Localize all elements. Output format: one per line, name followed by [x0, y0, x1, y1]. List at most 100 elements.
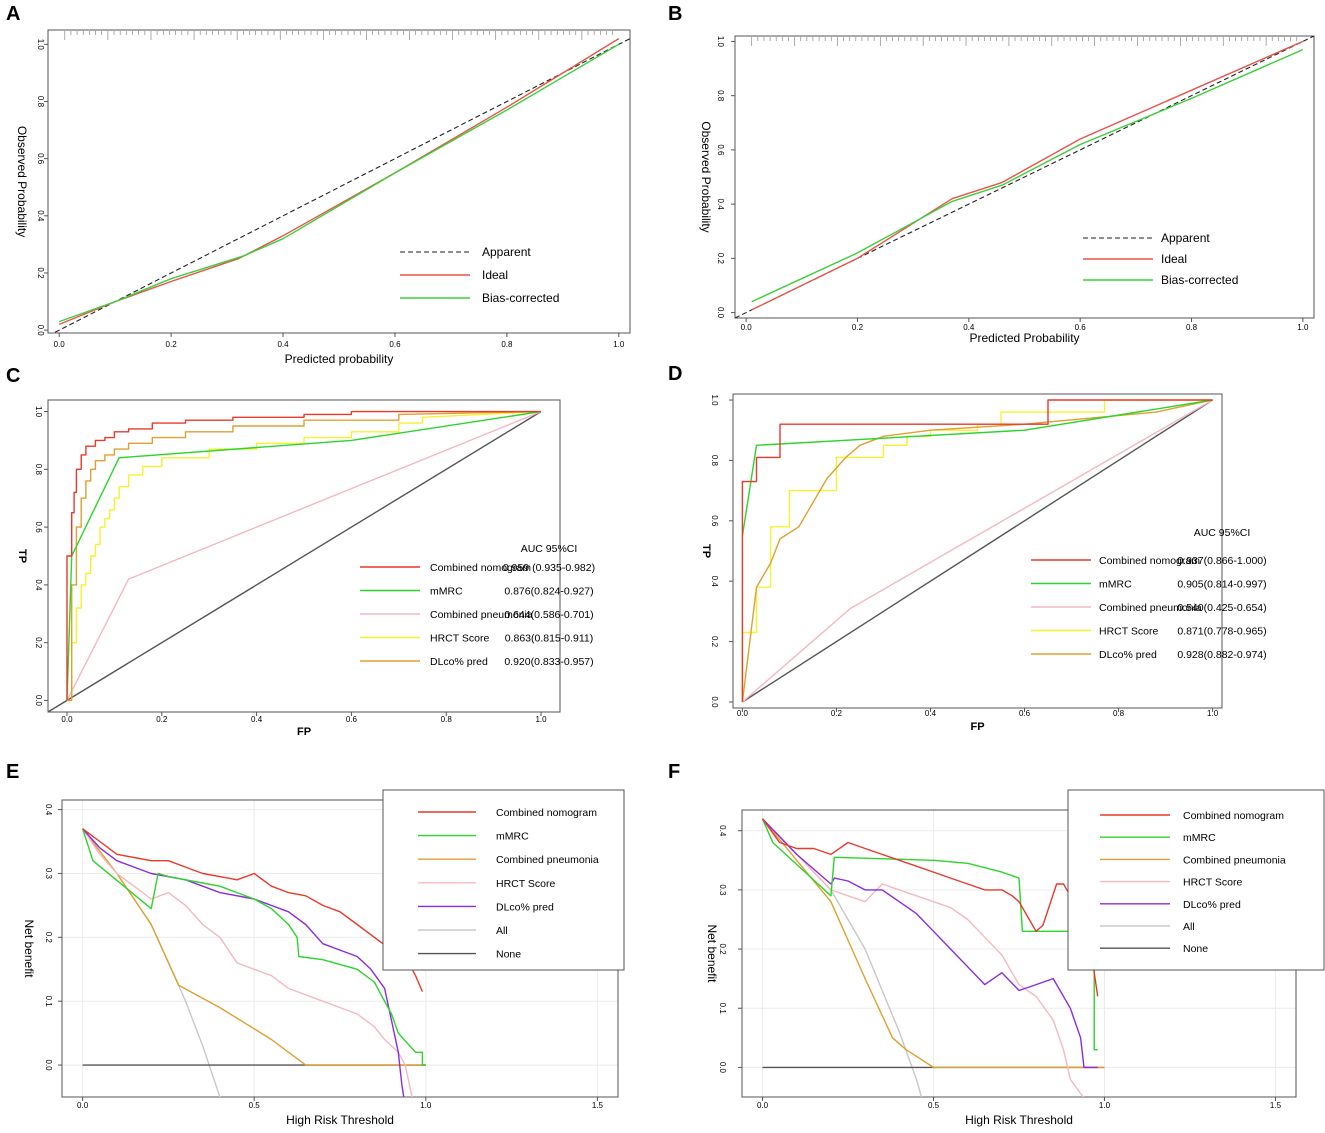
panel-e: E 0.0 0.5 1.0 1.5 0.0 0.1 0.2 0.3 0.4 High Risk Th… — [6, 761, 625, 1127]
y-tick-label: 0.4 — [716, 199, 725, 211]
x-tick-label: 0.6 — [346, 715, 358, 724]
series-group — [735, 36, 1314, 318]
panel-letter-a: A — [6, 3, 20, 25]
y-tick-label: 0.6 — [36, 153, 45, 165]
x-tick-label: 1.0 — [420, 1101, 432, 1110]
panel-c: C 0.0 0.2 0.4 0.6 0.8 1.0 0.0 0.2 0.4 0.6 0.8 1.0 FP T… — [6, 365, 595, 738]
x-tick-label: 0.8 — [1113, 709, 1125, 718]
y-axis-title: Observed Probability — [15, 126, 29, 237]
x-tick-label: 0.6 — [1075, 323, 1087, 332]
series-group — [761, 818, 1105, 1097]
y-tick-label: 0.1 — [718, 1003, 727, 1015]
series-bias-corrected — [58, 43, 620, 323]
legend-auc: 0.920(0.833-0.957) — [504, 656, 593, 668]
series-group — [48, 410, 542, 712]
series-reference — [742, 399, 1213, 703]
legend-label: HRCT Score — [1183, 877, 1242, 889]
legend-label: None — [1183, 943, 1208, 955]
legend-title: AUC 95%CI — [521, 543, 578, 555]
x-tick-label: 0.2 — [831, 709, 843, 718]
legend-label: Combined pneumonia — [430, 609, 533, 621]
y-tick-label: 0.2 — [44, 932, 53, 944]
x-tick-label: 1.0 — [535, 715, 547, 724]
legend: Apparent Ideal Bias-corrected — [1083, 231, 1238, 287]
panel-letter-b: B — [668, 3, 682, 25]
y-axis-title: Observed Probability — [699, 121, 713, 232]
series-dlco-pred — [67, 410, 542, 702]
series-dlco-pred — [761, 818, 1098, 1069]
plot-frame — [732, 393, 1223, 709]
y-axis-title: Net benefit — [705, 924, 719, 983]
legend-auc: 0.876(0.824-0.927) — [504, 586, 593, 598]
legend-label: Bias-corrected — [1161, 273, 1238, 287]
legend-label: mMRC — [1183, 832, 1216, 844]
y-tick-label: 0.2 — [716, 253, 725, 265]
legend-label: HRCT Score — [496, 878, 555, 890]
y-tick-label: 0.4 — [718, 825, 727, 837]
series-mmrc — [66, 410, 542, 701]
series-dlco-pred — [741, 399, 1213, 703]
legend-label: Combined pneumonia — [1183, 854, 1286, 866]
panel-letter-c: C — [6, 365, 20, 387]
series-all — [761, 818, 923, 1097]
series-reference — [48, 411, 542, 712]
x-axis-title: High Risk Threshold — [286, 1113, 394, 1127]
x-tick-label: 1.5 — [592, 1101, 604, 1110]
x-tick-label: 0.0 — [741, 323, 753, 332]
panel-d: D 0.0 0.2 0.4 0.6 0.8 1.0 0.0 0.2 0.4 0.6 0.8 1.0 FP T… — [668, 363, 1267, 733]
x-tick-label: 0.4 — [251, 715, 263, 724]
y-tick-label: 1.0 — [710, 394, 719, 406]
series-combined-nomogram — [66, 410, 541, 701]
legend-label: mMRC — [430, 586, 463, 598]
y-tick-label: 0.0 — [36, 325, 45, 337]
legend-label: Combined nomogram — [1183, 810, 1284, 822]
legend-label: Combined nomogram — [430, 562, 531, 574]
series-apparent — [52, 38, 630, 333]
legend-auc: 0.540(0.425-0.654) — [1177, 602, 1266, 614]
series-mmrc — [761, 818, 1098, 1051]
series-mmrc — [741, 399, 1213, 537]
x-tick-label: 1.0 — [613, 340, 625, 349]
legend-label: DLco% pred — [1099, 649, 1157, 661]
y-tick-label: 0.4 — [710, 576, 719, 588]
x-tick-label: 0.2 — [166, 340, 178, 349]
y-tick-label: 0.0 — [718, 1062, 727, 1074]
x-tick-label: 1.5 — [1270, 1101, 1282, 1110]
legend-label: Bias-corrected — [482, 291, 559, 305]
legend-auc: 0.937(0.866-1.000) — [1177, 555, 1266, 567]
y-tick-label: 0.3 — [718, 884, 727, 896]
x-tick-label: 1.0 — [1297, 323, 1309, 332]
legend-label: None — [496, 949, 521, 961]
legend-auc: 0.863(0.815-0.911) — [505, 633, 594, 645]
y-tick-label: 0.3 — [44, 868, 53, 880]
legend-auc: 0.644(0.586-0.701) — [504, 609, 593, 621]
x-tick-label: 0.5 — [249, 1101, 261, 1110]
series-ideal — [58, 38, 620, 326]
legend-label: mMRC — [1099, 579, 1132, 591]
y-tick-label: 0.0 — [34, 695, 43, 707]
x-tick-label: 0.0 — [757, 1101, 769, 1110]
panel-letter-f: F — [668, 761, 680, 783]
x-tick-label: 0.8 — [501, 340, 513, 349]
y-tick-label: 0.6 — [34, 522, 43, 534]
plot-frame — [734, 35, 1315, 319]
legend-label: DLco% pred — [1183, 899, 1241, 911]
legend-box — [1067, 789, 1325, 971]
x-tick-label: 0.2 — [852, 323, 864, 332]
legend: AUC 95%CI Combined nomogram0.937(0.866-1.… — [1031, 527, 1267, 661]
series-combined-nomogram — [741, 399, 1213, 702]
y-tick-label: 1.0 — [34, 406, 43, 418]
x-tick-label: 0.4 — [963, 323, 975, 332]
x-axis-title: FP — [297, 726, 311, 738]
series-hrct-score — [741, 399, 1213, 702]
rug-marks — [751, 37, 1298, 46]
x-tick-label: 0.4 — [277, 340, 289, 349]
panel-letter-d: D — [668, 363, 682, 385]
x-tick-label: 0.0 — [737, 709, 749, 718]
y-tick-label: 0.2 — [34, 637, 43, 649]
legend-label: Combined pneumonia — [1099, 602, 1202, 614]
y-tick-label: 0.8 — [34, 464, 43, 476]
legend-label: Combined pneumonia — [496, 854, 599, 866]
